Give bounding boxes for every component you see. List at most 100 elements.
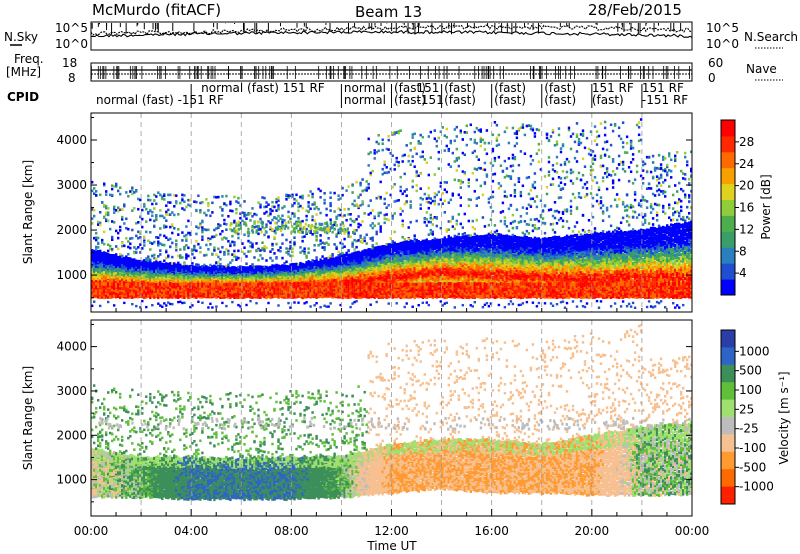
power-cell <box>211 270 214 275</box>
power-cell <box>181 268 184 272</box>
power-cell <box>95 248 98 251</box>
power-cell <box>197 278 200 282</box>
power-cell <box>207 209 210 212</box>
power-cell <box>205 289 208 294</box>
power-cell <box>205 286 208 290</box>
power-cell <box>135 304 138 308</box>
power-cell <box>145 262 148 266</box>
power-cell <box>277 214 280 218</box>
power-cell <box>109 292 112 296</box>
power-cell <box>173 295 176 299</box>
power-cell <box>111 285 114 289</box>
power-cell <box>187 231 190 235</box>
power-cell <box>193 265 196 269</box>
power-cell <box>185 205 188 209</box>
power-cell <box>187 254 190 258</box>
power-cell <box>207 284 210 288</box>
power-cell <box>117 259 120 263</box>
power-cell <box>137 281 140 286</box>
freq-tick-top: 18 <box>62 56 77 70</box>
power-cell <box>211 201 214 205</box>
power-cell <box>231 209 234 213</box>
power-cell <box>183 286 186 290</box>
power-cell <box>211 265 214 269</box>
power-cell <box>177 277 180 281</box>
power-cell <box>161 266 164 270</box>
power-cell <box>187 219 190 223</box>
power-cell <box>121 286 124 290</box>
power-cell <box>187 268 190 272</box>
power-cell <box>107 290 110 294</box>
power-cell <box>151 269 154 273</box>
power-cell <box>185 255 188 259</box>
power-cell <box>245 217 248 220</box>
power-cell <box>131 186 134 190</box>
power-cell <box>213 284 216 288</box>
power-cell <box>153 289 156 294</box>
power-cell <box>195 286 198 290</box>
power-cell <box>201 238 204 241</box>
power-cell <box>181 288 184 292</box>
power-cell <box>101 265 104 269</box>
cpid-entry: normal <box>344 93 386 107</box>
power-cell <box>197 226 200 230</box>
power-cell <box>179 272 182 276</box>
cpid-entry: normal (fast) -151 RF <box>96 93 224 107</box>
power-cell <box>117 236 120 240</box>
power-cell <box>91 284 94 288</box>
power-cell <box>111 282 114 287</box>
power-cell <box>97 288 100 292</box>
power-cell <box>159 265 162 269</box>
power-cell <box>237 256 240 260</box>
power-cell <box>201 226 204 229</box>
power-cell <box>211 277 214 281</box>
power-cell <box>221 246 224 249</box>
power-cell <box>221 209 224 212</box>
power-cell <box>109 261 112 265</box>
power-cell <box>97 246 100 249</box>
power-cell <box>205 293 208 298</box>
power-cell <box>95 256 98 260</box>
power-cell <box>223 218 226 222</box>
power-cell <box>101 274 104 278</box>
power-cell <box>127 194 130 198</box>
power-cell <box>181 282 184 287</box>
power-cell <box>203 282 206 286</box>
power-cell <box>119 208 122 212</box>
power-cell <box>209 282 212 287</box>
power-cell <box>97 265 100 269</box>
power-cell <box>159 260 162 264</box>
power-cell <box>201 284 204 288</box>
power-cell <box>143 282 146 286</box>
power-cell <box>93 236 96 240</box>
power-cell <box>113 208 116 211</box>
power-cell <box>113 272 116 276</box>
power-cell <box>271 200 274 204</box>
power-cell <box>129 272 132 276</box>
power-cell <box>215 282 218 286</box>
power-cell <box>119 255 122 259</box>
power-cell <box>143 239 146 243</box>
power-cell <box>187 266 190 270</box>
power-cell <box>113 264 116 268</box>
power-cell <box>195 263 198 266</box>
power-cell <box>203 254 206 257</box>
power-cell <box>215 227 218 230</box>
power-cell <box>93 286 96 290</box>
power-cell <box>205 253 208 257</box>
power-cell <box>207 294 210 299</box>
power-cell <box>187 286 190 290</box>
power-cell <box>101 290 104 294</box>
power-cell <box>155 273 158 277</box>
power-cell <box>151 202 154 206</box>
power-cell <box>143 289 146 293</box>
power-cell <box>187 198 190 202</box>
power-cell <box>129 275 132 280</box>
power-cell <box>271 218 274 222</box>
power-cell <box>95 268 98 272</box>
power-cell <box>99 211 102 214</box>
power-cell <box>185 264 188 268</box>
power-cell <box>123 292 126 296</box>
power-cell <box>213 272 216 276</box>
